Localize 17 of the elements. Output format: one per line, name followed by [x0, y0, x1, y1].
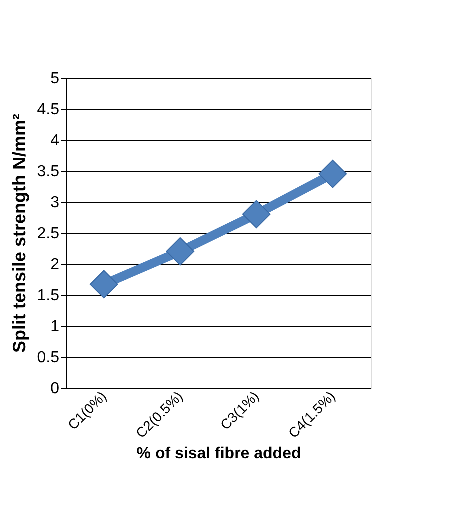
- y-tick-label: 5: [50, 70, 60, 88]
- point: [318, 160, 348, 188]
- x-axis-title: % of sisal fibre added: [136, 445, 302, 462]
- y-tick-label: 0.5: [37, 350, 60, 366]
- y-tick-label: 3.5: [37, 164, 60, 180]
- point: [242, 200, 271, 229]
- y-tick-label: 2.5: [37, 226, 60, 242]
- y-tick-label: 0: [50, 380, 60, 398]
- y-tick-label: 1: [50, 318, 60, 336]
- y-tick-label: 4.5: [37, 102, 60, 118]
- y-tick-label: 2: [50, 256, 60, 274]
- point: [166, 237, 195, 266]
- y-tick-label: 3: [50, 194, 60, 212]
- y-axis-title: Split tensile strength N/mm²: [9, 114, 30, 354]
- point: [90, 270, 118, 299]
- y-tick-label: 4: [50, 132, 60, 150]
- y-tick-label: 1.5: [37, 288, 60, 304]
